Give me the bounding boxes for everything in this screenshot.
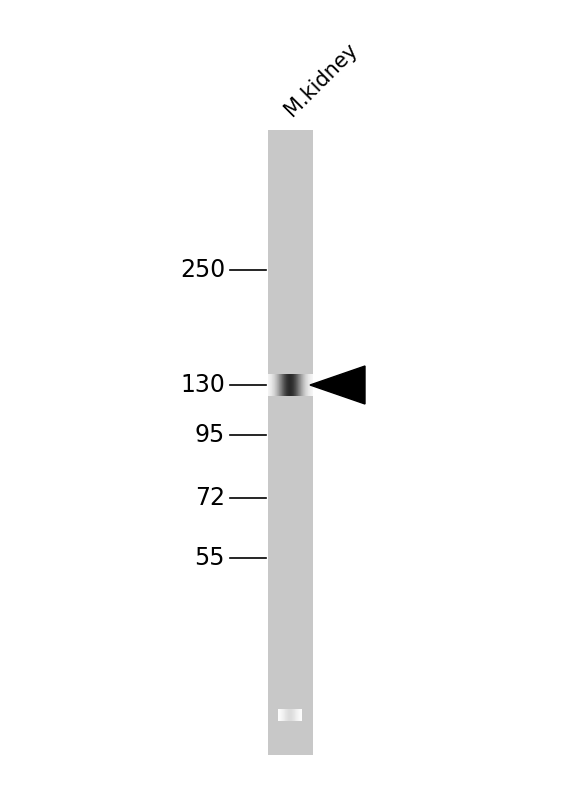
Text: 250: 250: [180, 258, 225, 282]
Text: 72: 72: [195, 486, 225, 510]
Bar: [267, 130, 312, 755]
Polygon shape: [310, 366, 365, 404]
Text: 55: 55: [194, 546, 225, 570]
Text: 130: 130: [180, 373, 225, 397]
Text: 95: 95: [195, 423, 225, 447]
Text: M.kidney: M.kidney: [281, 39, 362, 120]
